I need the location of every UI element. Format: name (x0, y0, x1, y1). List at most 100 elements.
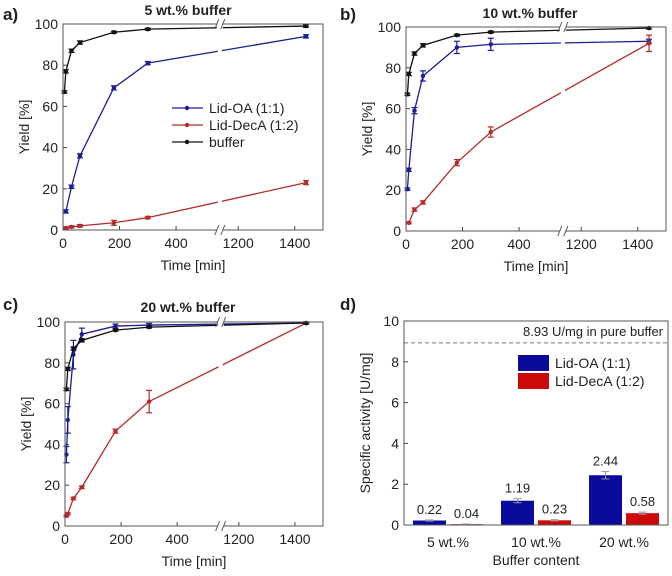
data-point-deca (79, 485, 85, 490)
series-line-buffer (406, 27, 650, 95)
data-point-deca (646, 41, 652, 46)
axis-break-mark (557, 21, 563, 33)
y-tick-label: 60 (385, 101, 401, 117)
panel-label: d) (340, 295, 356, 314)
data-point-deca (454, 160, 460, 165)
x-tick-label: 1200 (566, 236, 597, 252)
legend-swatch (518, 355, 549, 371)
plot-frame (64, 321, 324, 527)
axis-break-mask (217, 317, 224, 327)
x-axis-label: Time [min] (161, 257, 226, 273)
category-label: 10 wt.% (511, 534, 561, 550)
y-tick-label: 20 (44, 477, 60, 493)
data-label: 0.22 (417, 502, 442, 517)
data-point-oa (113, 323, 118, 329)
data-point-buffer (69, 48, 74, 53)
x-tick-label: 0 (59, 235, 67, 251)
y-tick-label: 100 (35, 16, 59, 32)
bar-bar_deca (538, 520, 571, 525)
y-tick-label: 2 (391, 476, 399, 492)
data-label: 0.58 (630, 494, 655, 509)
data-point-oa (111, 85, 117, 91)
data-label: 1.19 (505, 481, 530, 496)
axis-break-mark (215, 316, 221, 328)
legend-swatch (518, 373, 549, 389)
legend-label: buffer (209, 134, 245, 150)
data-point-deca (113, 428, 118, 434)
y-tick-label: 0 (393, 223, 401, 239)
series-line-deca (65, 181, 307, 229)
x-tick-label: 1200 (223, 531, 254, 547)
axis-break-mark (220, 224, 226, 236)
y-tick-label: 0 (52, 518, 60, 534)
plot-frame (403, 320, 669, 526)
data-point-buffer (412, 51, 417, 56)
x-tick-label: 1400 (279, 531, 310, 547)
data-point-buffer (111, 30, 117, 35)
data-point-deca (77, 223, 83, 229)
y-tick-label: 0 (391, 517, 399, 533)
panel-label: a) (3, 5, 18, 24)
data-point-deca (65, 511, 71, 516)
data-point-oa (454, 45, 460, 50)
y-axis-label: Specific activity [U/mg] (357, 353, 373, 494)
x-tick-label: 400 (507, 236, 531, 252)
data-point-oa (412, 108, 417, 113)
data-point-oa (420, 73, 426, 79)
data-point-deca (488, 129, 493, 135)
x-tick-label: 0 (402, 236, 410, 252)
panel-title: 20 wt.% buffer (141, 299, 236, 315)
series-line-oa (65, 35, 307, 212)
legend-marker (184, 105, 190, 111)
bar-bar_oa (501, 500, 534, 525)
data-point-oa (65, 417, 71, 423)
axis-break-mask (216, 19, 223, 29)
data-point-deca (412, 207, 417, 212)
data-point-deca (63, 225, 69, 231)
y-tick-label: 20 (42, 181, 58, 197)
y-tick-label: 80 (385, 60, 401, 76)
axis-break-mark (220, 18, 226, 30)
series-line-buffer (65, 322, 307, 390)
legend-label: Lid-OA (1:1) (555, 355, 630, 371)
panel-title: 10 wt.% buffer (483, 5, 578, 21)
axis-break-mask (559, 226, 566, 236)
data-point-oa (77, 153, 83, 159)
series-line-oa (65, 322, 307, 455)
panel-label: c) (3, 295, 18, 314)
y-tick-label: 0 (50, 222, 58, 238)
y-tick-label: 60 (42, 98, 58, 114)
y-tick-label: 80 (42, 57, 58, 73)
plot-frame (405, 26, 667, 232)
data-point-buffer (65, 366, 71, 372)
x-tick-label: 0 (61, 531, 69, 547)
bar-bar_oa (413, 520, 446, 525)
data-point-oa (303, 34, 309, 39)
y-tick-label: 40 (44, 436, 60, 452)
legend-label: Lid-OA (1:1) (209, 100, 284, 116)
reference-label: 8.93 U/mg in pure buffer (523, 324, 664, 339)
panel-title: 5 wt.% buffer (144, 2, 232, 18)
x-axis-label: Time [min] (504, 258, 569, 274)
data-point-buffer (145, 26, 150, 32)
y-tick-label: 6 (391, 395, 399, 411)
data-point-oa (63, 209, 69, 214)
legend-marker (184, 139, 190, 145)
axis-break-mark (221, 316, 227, 328)
series-line-deca (65, 322, 307, 517)
data-point-oa (406, 167, 412, 172)
data-point-buffer (646, 25, 652, 31)
data-point-deca (146, 399, 152, 404)
data-point-buffer (303, 23, 309, 29)
legend-label: Lid-DecA (1:2) (209, 117, 298, 133)
axis-break-mark (563, 21, 569, 33)
axis-break-mark (563, 225, 569, 237)
data-point-oa (79, 332, 85, 337)
x-tick-label: 1200 (223, 235, 254, 251)
y-axis-label: Yield [%] (359, 102, 375, 157)
data-point-deca (69, 224, 74, 230)
y-tick-label: 100 (378, 19, 402, 35)
x-tick-label: 200 (109, 531, 133, 547)
